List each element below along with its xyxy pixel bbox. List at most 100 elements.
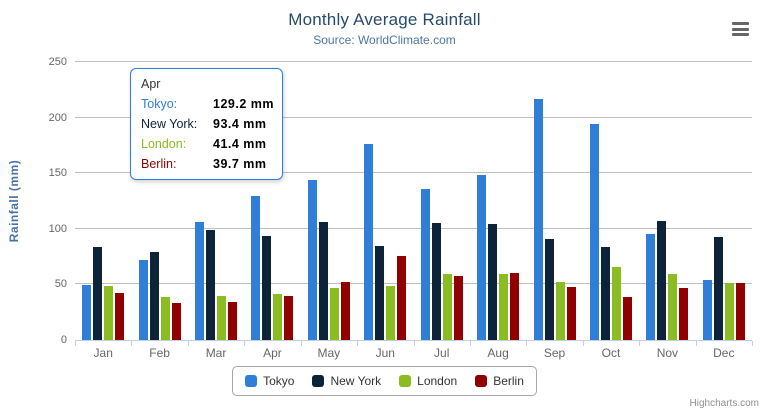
bar-tokyo-dec[interactable] [702, 279, 712, 340]
x-axis-tick [413, 341, 415, 346]
y-axis-title: Rainfall (mm) [7, 159, 21, 243]
bar-new-york-dec[interactable] [713, 237, 723, 340]
x-axis-tick [639, 341, 641, 346]
tooltip-series-name-london: London: [141, 137, 187, 151]
bar-london-oct[interactable] [611, 267, 621, 340]
tooltip-series-value-berlin: 39.7 mm [213, 157, 267, 171]
bar-london-aug[interactable] [499, 273, 509, 340]
bar-new-york-sep[interactable] [544, 238, 554, 340]
tooltip: Apr Tokyo: 129.2 mm New York: 93.4 mm London… [130, 68, 283, 180]
bar-london-feb[interactable] [160, 296, 170, 340]
tooltip-series-name-tokyo: Tokyo: [141, 97, 178, 111]
x-axis-tick [469, 341, 471, 346]
bar-new-york-jun[interactable] [375, 246, 385, 340]
legend-item-london[interactable]: London [399, 374, 457, 388]
bar-new-york-jan[interactable] [93, 247, 103, 340]
bar-new-york-mar[interactable] [206, 230, 216, 340]
bar-tokyo-apr[interactable] [251, 196, 261, 340]
bar-berlin-jan[interactable] [115, 292, 125, 340]
legend-box: Tokyo New York London Berlin [232, 366, 537, 396]
x-axis-tick [244, 341, 246, 346]
bar-london-jun[interactable] [386, 286, 396, 340]
bar-berlin-jul[interactable] [453, 276, 463, 340]
bar-berlin-sep[interactable] [566, 287, 576, 340]
bar-new-york-nov[interactable] [657, 221, 667, 340]
hamburger-icon[interactable] [732, 22, 749, 36]
gridline-250 [75, 61, 752, 62]
legend-swatch-icon [312, 375, 325, 387]
bar-london-sep[interactable] [555, 281, 565, 340]
x-axis-tick [752, 341, 753, 346]
bar-new-york-jul[interactable] [431, 223, 441, 340]
x-axis-tick [75, 341, 76, 346]
bar-tokyo-jun[interactable] [364, 144, 374, 340]
bar-berlin-dec[interactable] [735, 283, 745, 340]
legend-label: Tokyo [263, 374, 295, 388]
bar-tokyo-may[interactable] [307, 179, 317, 340]
x-axis-label-dec: Dec [713, 346, 735, 360]
y-axis-label-100: 100 [48, 222, 67, 235]
tooltip-series-value-tokyo: 129.2 mm [213, 97, 274, 111]
tooltip-series-name-berlin: Berlin: [141, 157, 177, 171]
bar-berlin-feb[interactable] [171, 303, 181, 340]
bar-berlin-mar[interactable] [228, 301, 238, 340]
bar-tokyo-sep[interactable] [533, 99, 543, 340]
bar-london-jul[interactable] [442, 274, 452, 340]
plot-area [75, 61, 752, 341]
bar-tokyo-nov[interactable] [646, 233, 656, 340]
legend-item-tokyo[interactable]: Tokyo [245, 374, 294, 388]
y-axis-label-250: 250 [48, 56, 67, 68]
legend-label: London [417, 374, 458, 388]
bar-tokyo-jul[interactable] [420, 189, 430, 340]
hamburger-bar [732, 27, 749, 31]
bar-berlin-aug[interactable] [510, 272, 520, 340]
bar-new-york-apr[interactable] [262, 236, 272, 340]
bar-new-york-feb[interactable] [149, 252, 159, 340]
bar-london-mar[interactable] [217, 296, 227, 340]
bar-london-apr[interactable] [273, 293, 283, 340]
x-axis-tick [300, 341, 302, 346]
gridline-100 [75, 227, 752, 229]
credits-link[interactable]: Highcharts.com [689, 398, 759, 409]
legend-item-berlin[interactable]: Berlin [475, 374, 524, 388]
x-axis-label-jan: Jan [93, 346, 113, 360]
bar-london-jan[interactable] [104, 285, 114, 340]
x-axis-tick [695, 341, 697, 346]
chart-subtitle: Source: WorldClimate.com [313, 33, 456, 47]
y-axis-label-50: 50 [54, 278, 67, 291]
tooltip-header: Apr [141, 77, 161, 91]
bar-london-dec[interactable] [724, 283, 734, 340]
x-axis-label-jun: Jun [375, 346, 395, 360]
bar-new-york-may[interactable] [318, 222, 328, 340]
x-axis-label-feb: Feb [149, 346, 170, 360]
bar-berlin-jun[interactable] [397, 256, 407, 340]
legend-label: New York [330, 374, 382, 388]
x-axis-tick [131, 341, 133, 346]
bar-new-york-oct[interactable] [600, 247, 610, 340]
gridline-200 [75, 116, 752, 118]
bar-tokyo-mar[interactable] [195, 221, 205, 340]
legend-swatch-icon [245, 375, 258, 387]
bar-tokyo-oct[interactable] [589, 124, 599, 340]
bar-tokyo-jan[interactable] [82, 284, 92, 340]
bar-berlin-may[interactable] [340, 281, 350, 340]
legend-label: Berlin [493, 374, 524, 388]
bar-tokyo-feb[interactable] [138, 260, 148, 340]
legend-item-new-york[interactable]: New York [312, 374, 381, 388]
legend-swatch-icon [399, 375, 412, 387]
gridline-50 [75, 283, 752, 285]
legend: Tokyo New York London Berlin [0, 366, 769, 396]
bar-new-york-aug[interactable] [488, 224, 498, 340]
y-axis-label-0: 0 [60, 334, 67, 346]
chart-title: Monthly Average Rainfall [288, 10, 481, 29]
bar-berlin-oct[interactable] [622, 296, 632, 340]
bar-berlin-nov[interactable] [679, 287, 689, 340]
x-axis-label-nov: Nov [656, 346, 679, 360]
bar-tokyo-aug[interactable] [477, 174, 487, 340]
y-axis-label-200: 200 [48, 111, 67, 124]
bar-berlin-apr[interactable] [284, 295, 294, 340]
x-axis-tick [357, 341, 359, 346]
bar-london-may[interactable] [329, 287, 339, 340]
bar-london-nov[interactable] [668, 274, 678, 340]
